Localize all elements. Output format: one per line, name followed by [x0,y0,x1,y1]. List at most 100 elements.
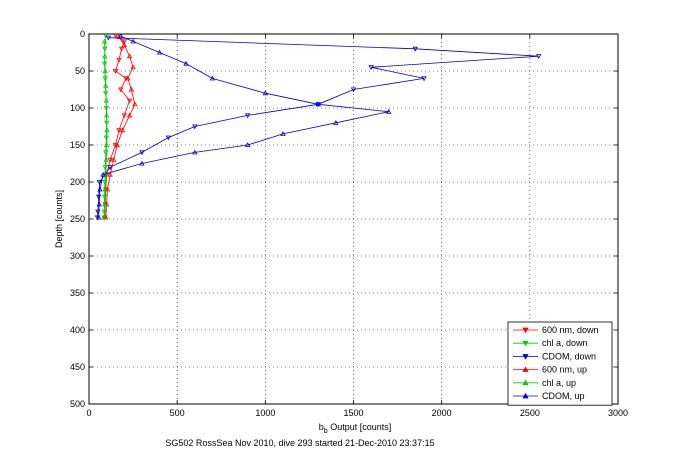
y-tick-label: 450 [70,362,85,372]
x-tick-label: 1500 [343,408,363,418]
legend: 600 nm, down chl a, down CDOM, down 600 nm,… [507,321,613,406]
legend-label: chl a, up [542,378,576,388]
data-point [262,90,269,96]
y-ticks: 0 50 100 150 200 250 300 350 400 450 500 [70,29,618,409]
data-point [101,194,108,200]
data-point [132,101,138,107]
data-point [245,113,251,119]
legend-label: CDOM, down [542,351,596,361]
data-point [94,215,101,221]
data-point [101,209,107,215]
data-point [112,69,119,74]
x-tick-label: 2500 [520,408,540,418]
x-axis-label: bb Output [counts] [319,422,391,435]
legend-label: chl a, down [542,338,588,348]
data-point [209,75,216,81]
data-point [101,61,108,67]
data-point [118,46,125,52]
data-point [116,128,122,134]
series-4 [101,38,110,220]
data-point [118,87,124,93]
data-point [121,39,127,45]
data-point [123,76,129,82]
data-point [165,135,172,141]
y-tick-label: 500 [70,399,85,409]
data-point [421,76,427,82]
data-point [412,46,418,52]
data-point [96,179,103,185]
data-point [192,149,198,155]
data-point [102,53,108,59]
data-point [350,87,357,93]
x-tick-label: 500 [170,408,185,418]
y-tick-label: 100 [70,103,85,113]
y-tick-label: 0 [80,29,85,39]
caption: SG502 RossSea Nov 2010, dive 293 started… [165,438,434,448]
data-point [97,186,103,192]
data-point [100,171,106,177]
data-point [105,35,112,41]
legend-swatch-marker [522,340,529,347]
data-point [368,65,374,71]
data-point [101,38,108,44]
series-line [98,35,389,218]
data-point [139,160,145,166]
x-ticks: 0 500 1000 1500 2000 2500 3000 [86,34,628,418]
data-point [114,142,120,148]
y-tick-label: 400 [70,325,85,335]
y-tick-label: 150 [70,140,85,150]
legend-swatch-marker [522,327,529,334]
data-point [102,186,108,192]
data-point [156,49,163,55]
data-point [103,112,110,118]
data-point [130,38,136,44]
data-point [126,98,133,104]
data-point [315,101,321,107]
data-point [192,124,198,130]
legend-label: 600 nm, up [542,365,587,375]
data-point [102,201,108,207]
legend-swatch-marker [522,366,529,372]
series-line [104,41,108,218]
legend-swatch-marker [522,379,529,386]
y-tick-label: 250 [70,214,85,224]
y-tick-label: 350 [70,288,85,298]
data-point [183,60,189,66]
series-line [105,36,136,218]
data-point [103,156,109,162]
data-point [116,57,122,63]
data-point [130,64,136,70]
data-point [101,214,108,220]
data-point [111,156,117,162]
x-tick-label: 1000 [255,408,275,418]
data-point [386,108,392,114]
data-point [107,171,113,177]
data-point [126,112,133,118]
data-point [96,201,102,207]
y-tick-label: 300 [70,251,85,261]
plot-frame [88,33,619,405]
x-tick-label: 3000 [608,408,628,418]
x-tick-label: 0 [86,408,91,418]
data-point [333,119,339,125]
data-point [103,82,109,88]
legend-swatch-marker [522,392,529,399]
data-point [126,53,133,59]
legend-label: 600 nm, down [542,325,599,335]
data-point [121,113,127,119]
data-point [103,135,109,141]
series-layer [94,33,542,221]
legend-box [507,321,613,406]
data-point [107,165,113,171]
y-tick-label: 50 [75,66,85,76]
y-tick-label: 200 [70,177,85,187]
data-point [118,33,124,39]
data-point [139,150,145,156]
legend-label: CDOM, up [542,391,585,401]
data-point [128,86,134,92]
data-point [103,142,110,148]
data-point [116,34,122,39]
data-point [96,214,102,220]
data-point [125,75,131,81]
